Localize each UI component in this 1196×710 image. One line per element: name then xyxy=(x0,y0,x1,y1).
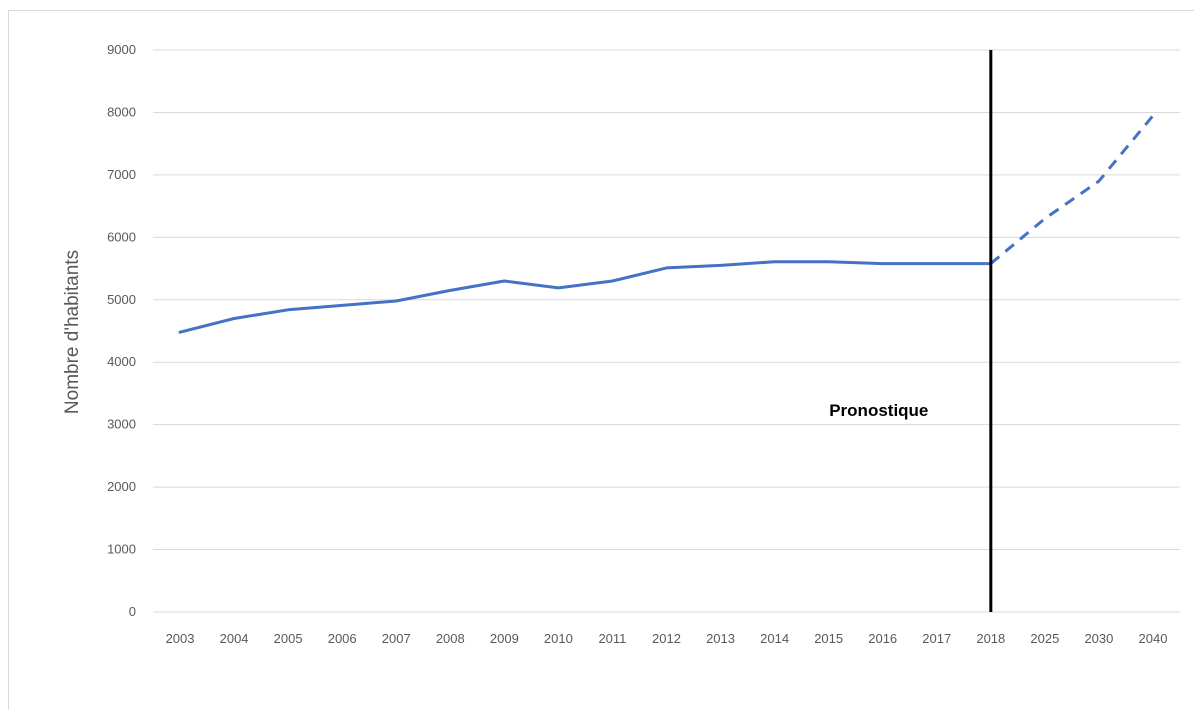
x-tick-label: 2011 xyxy=(598,631,626,646)
x-tick-label: 2015 xyxy=(814,631,843,646)
x-tick-label: 2040 xyxy=(1139,631,1168,646)
x-tick-label: 2012 xyxy=(652,631,681,646)
y-tick-label: 2000 xyxy=(107,479,136,494)
gridlines xyxy=(153,49,1180,613)
x-tick-label: 2010 xyxy=(544,631,573,646)
x-tick-label: 2018 xyxy=(976,631,1005,646)
y-tick-label: 1000 xyxy=(107,542,136,557)
chart-frame xyxy=(8,10,1194,710)
x-tick-label: 2006 xyxy=(328,631,357,646)
x-axis-ticks: 2003 2004 2005 2006 2007 2008 2009 2010 2011 2012… xyxy=(166,631,1168,646)
x-tick-label: 2009 xyxy=(490,631,519,646)
y-tick-label: 7000 xyxy=(107,167,136,182)
series-line-dashed xyxy=(989,114,1155,265)
x-tick-label: 2013 xyxy=(706,631,735,646)
forecast-annotation: Pronostique xyxy=(829,401,928,420)
y-axis-ticks: 0 1000 2000 3000 4000 5000 6000 7000 8000 9000 xyxy=(107,42,136,619)
x-tick-label: 2016 xyxy=(868,631,897,646)
y-tick-label: 8000 xyxy=(107,104,136,119)
x-tick-label: 2030 xyxy=(1084,631,1113,646)
x-tick-label: 2017 xyxy=(922,631,951,646)
x-tick-label: 2008 xyxy=(436,631,465,646)
y-tick-label: 6000 xyxy=(107,229,136,244)
series-line-solid xyxy=(178,260,993,334)
y-tick-label: 3000 xyxy=(107,417,136,432)
x-tick-label: 2004 xyxy=(220,631,249,646)
y-tick-label: 4000 xyxy=(107,354,136,369)
series-lines xyxy=(178,114,1155,334)
x-tick-label: 2025 xyxy=(1030,631,1059,646)
y-tick-label: 0 xyxy=(129,604,136,619)
x-tick-label: 2003 xyxy=(166,631,195,646)
x-tick-label: 2014 xyxy=(760,631,789,646)
y-axis-label: Nombre d'habitants xyxy=(62,250,83,414)
x-tick-label: 2005 xyxy=(274,631,303,646)
y-tick-label: 5000 xyxy=(107,292,136,307)
x-tick-label: 2007 xyxy=(382,631,411,646)
y-tick-label: 9000 xyxy=(107,42,136,57)
